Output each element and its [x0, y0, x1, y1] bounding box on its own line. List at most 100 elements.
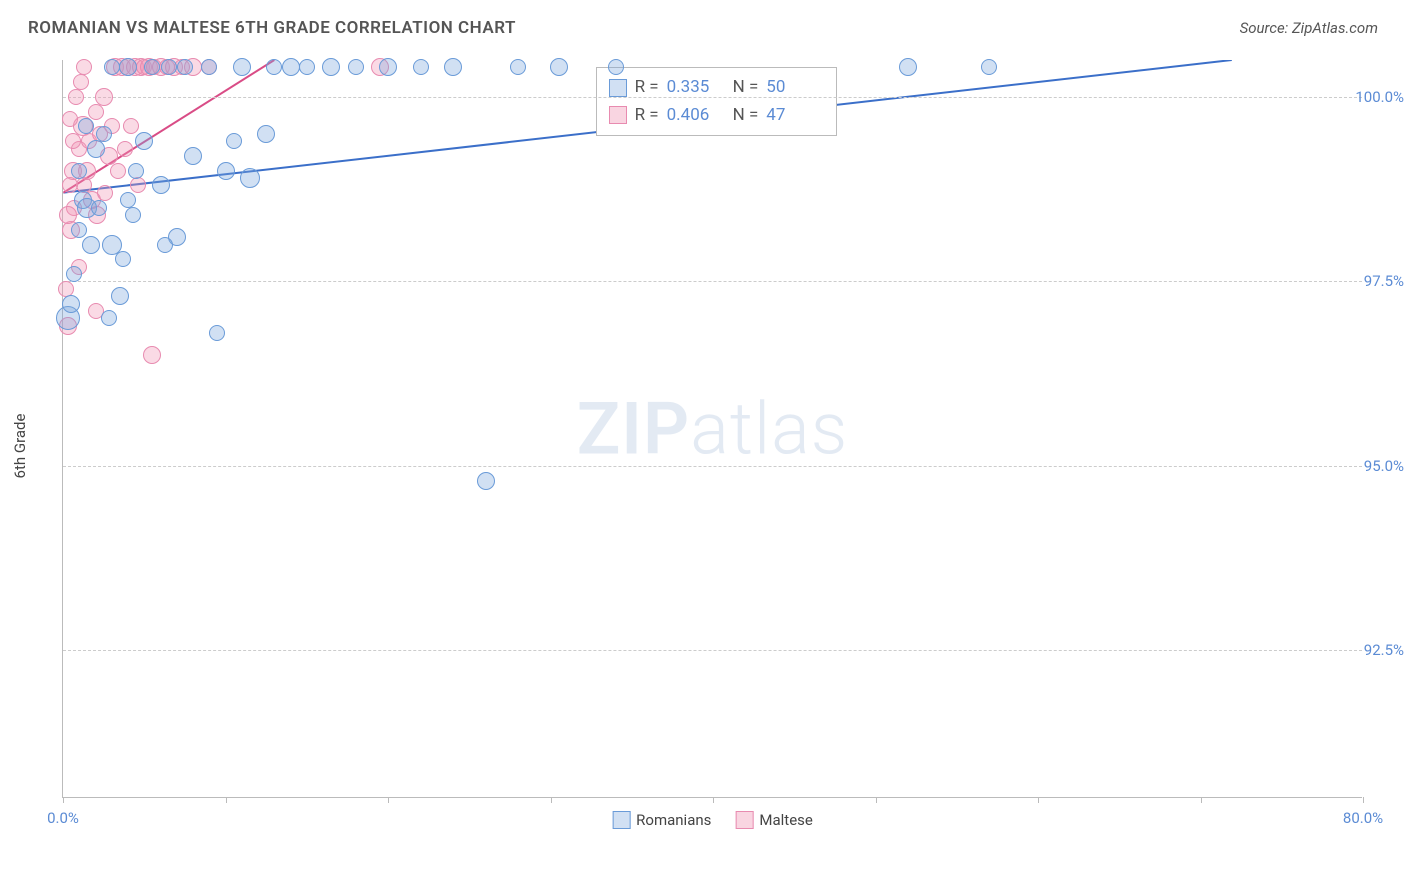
data-point [209, 325, 225, 341]
data-point [177, 59, 193, 75]
data-point [71, 222, 87, 238]
data-point [257, 125, 275, 143]
x-tick [388, 797, 389, 803]
trend-lines [63, 60, 1362, 797]
x-tick-label: 0.0% [47, 809, 79, 827]
x-tick [551, 797, 552, 803]
data-point [240, 168, 260, 188]
data-point [68, 89, 84, 105]
data-point [266, 59, 282, 75]
data-point [379, 58, 397, 76]
chart-source: Source: ZipAtlas.com [1240, 19, 1378, 37]
data-point [73, 74, 89, 90]
data-point [217, 162, 235, 180]
watermark-bold: ZIP [577, 386, 690, 471]
legend-item: Maltese [735, 811, 812, 829]
x-tick [63, 797, 64, 803]
data-point [59, 206, 77, 224]
data-point [444, 58, 462, 76]
data-point [143, 346, 161, 364]
data-point [88, 104, 104, 120]
data-point [282, 58, 300, 76]
data-point [201, 59, 217, 75]
data-point [111, 287, 129, 305]
data-point [110, 163, 126, 179]
x-tick [226, 797, 227, 803]
data-point [91, 200, 107, 216]
swatch-icon [609, 106, 627, 124]
data-point [299, 59, 315, 75]
watermark: ZIPatlas [577, 386, 849, 471]
gridline [63, 97, 1362, 98]
r-label: R = [635, 102, 659, 129]
swatch-icon [612, 811, 630, 829]
plot-area: ZIPatlas R =0.335N =50R =0.406N =47 Roma… [62, 60, 1362, 798]
data-point [413, 59, 429, 75]
data-point [66, 266, 82, 282]
data-point [135, 132, 153, 150]
data-point [101, 310, 117, 326]
data-point [144, 59, 160, 75]
chart-header: ROMANIAN VS MALTESE 6TH GRADE CORRELATIO… [0, 0, 1406, 48]
data-point [115, 251, 131, 267]
data-point [152, 176, 170, 194]
data-point [120, 192, 136, 208]
data-point [161, 59, 177, 75]
data-point [130, 177, 146, 193]
data-point [82, 236, 100, 254]
data-point [97, 185, 113, 201]
data-point [348, 59, 364, 75]
y-tick-label: 95.0% [1364, 457, 1404, 475]
y-axis-label: 6th Grade [11, 414, 29, 479]
x-tick [713, 797, 714, 803]
data-point [608, 59, 624, 75]
gridline [63, 281, 1362, 282]
data-point [78, 118, 94, 134]
y-tick-label: 100.0% [1355, 88, 1404, 106]
data-point [226, 133, 242, 149]
r-value: 0.406 [667, 102, 725, 129]
legend-item: Romanians [612, 811, 711, 829]
x-tick [1201, 797, 1202, 803]
legend-bottom: Romanians Maltese [612, 811, 813, 829]
data-point [128, 163, 144, 179]
data-point [899, 58, 917, 76]
data-point [95, 88, 113, 106]
gridline [63, 650, 1362, 651]
data-point [184, 147, 202, 165]
data-point [477, 472, 495, 490]
data-point [125, 207, 141, 223]
n-label: N = [733, 102, 759, 129]
data-point [62, 177, 78, 193]
n-value: 47 [766, 102, 824, 129]
data-point [62, 111, 78, 127]
data-point [62, 295, 80, 313]
watermark-light: atlas [690, 386, 848, 471]
data-point [157, 237, 173, 253]
data-point [119, 58, 137, 76]
data-point [550, 58, 568, 76]
correlation-row: R = 0.406 N = 47 [609, 102, 825, 129]
data-point [322, 58, 340, 76]
data-point [87, 140, 105, 158]
data-point [123, 118, 139, 134]
correlation-box: R =0.335N =50R =0.406N =47 [596, 67, 838, 135]
x-tick [1363, 797, 1364, 803]
gridline [63, 466, 1362, 467]
data-point [65, 133, 81, 149]
legend-label: Maltese [759, 811, 812, 829]
data-point [233, 58, 251, 76]
chart-title: ROMANIAN VS MALTESE 6TH GRADE CORRELATIO… [28, 18, 516, 38]
y-tick-label: 97.5% [1364, 272, 1404, 290]
swatch-icon [609, 79, 627, 97]
data-point [104, 59, 120, 75]
data-point [981, 59, 997, 75]
x-tick-label: 80.0% [1343, 809, 1383, 827]
x-tick [1038, 797, 1039, 803]
swatch-icon [735, 811, 753, 829]
y-tick-label: 92.5% [1364, 641, 1404, 659]
legend-label: Romanians [636, 811, 711, 829]
data-point [117, 141, 133, 157]
data-point [510, 59, 526, 75]
data-point [96, 126, 112, 142]
